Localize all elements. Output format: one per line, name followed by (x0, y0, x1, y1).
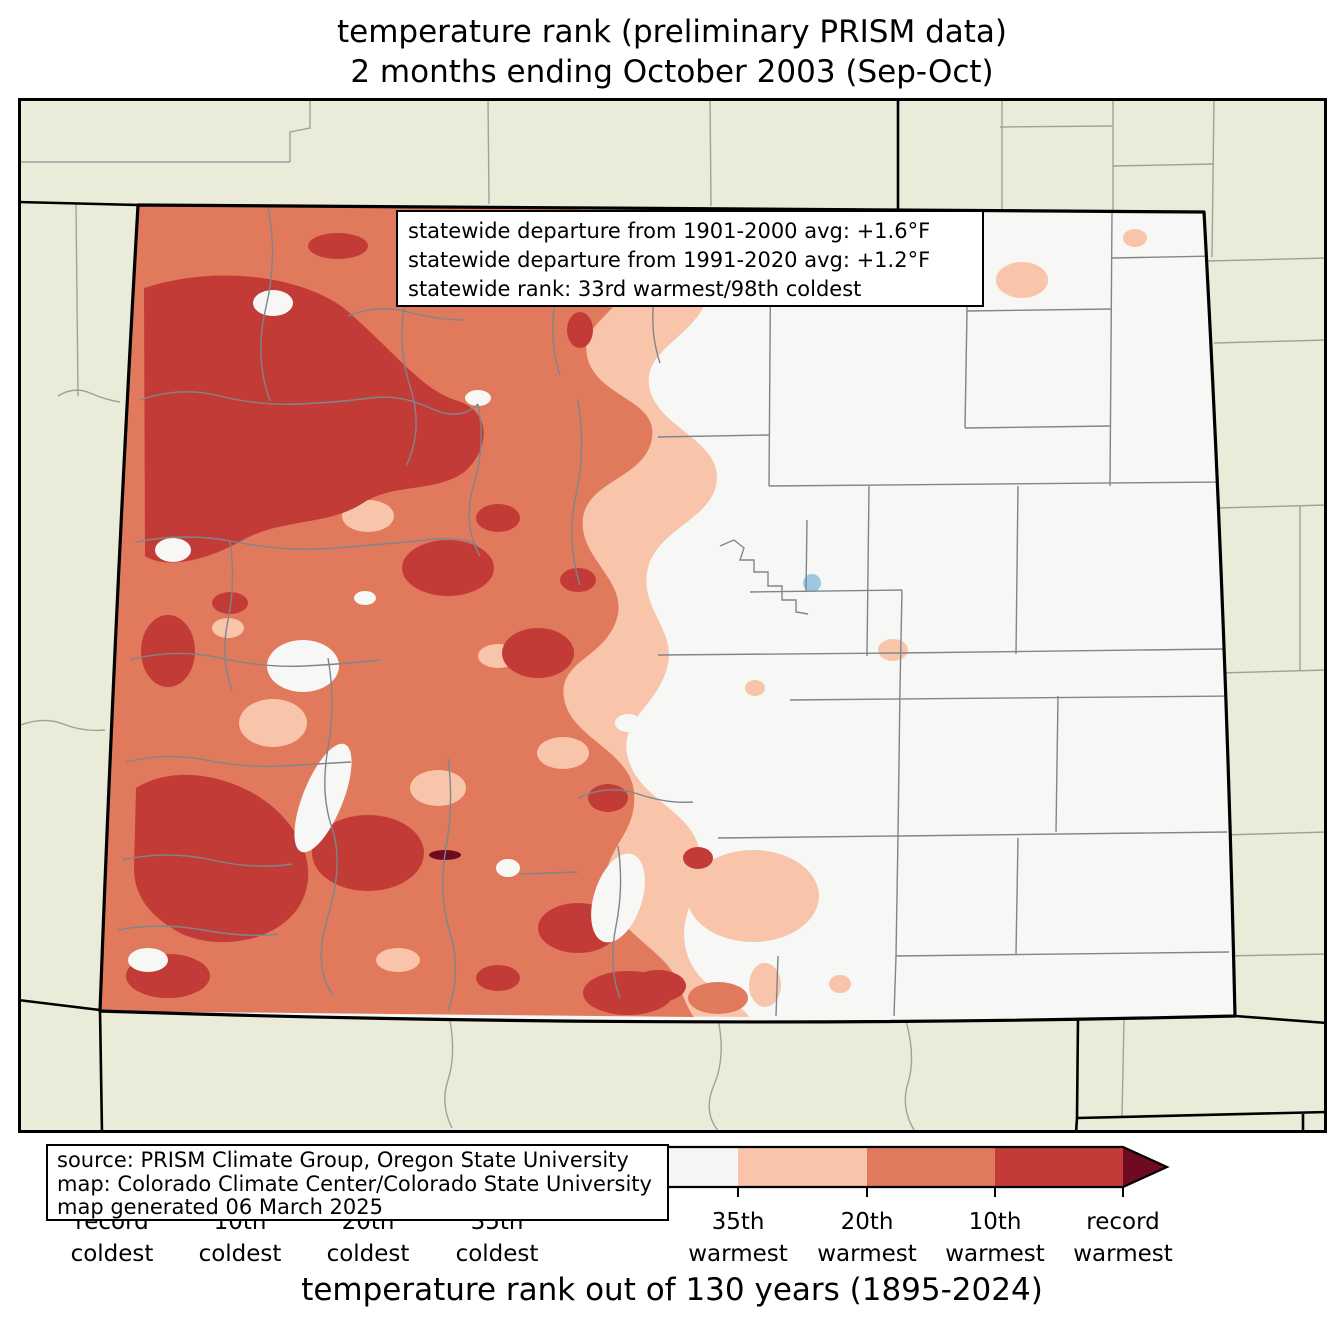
statewide-stats-box: statewide departure from 1901-2000 avg: … (396, 210, 984, 307)
map-frame (18, 98, 1327, 1133)
coolest-spot (803, 574, 821, 592)
title-line-1: temperature rank (preliminary PRISM data… (336, 14, 1007, 50)
temperature-rank-contours (100, 205, 1235, 1022)
outside-county-lines (18, 98, 1327, 1133)
colorado-border (98, 203, 1237, 1024)
generated-date-line: map generated 06 March 2025 (57, 1195, 384, 1219)
title-line-2: 2 months ending October 2003 (Sep-Oct) (350, 54, 994, 90)
colorbar-tick-label: 10th warmest (945, 1209, 1045, 1267)
stats-line-departure-1991-2020: statewide departure from 1991-2020 avg: … (408, 248, 931, 272)
colorbar-tick-label: 35th warmest (688, 1209, 788, 1267)
colorbar-seg-20th-warmest (867, 1147, 995, 1187)
figure-title: temperature rank (preliminary PRISM data… (0, 12, 1344, 92)
colorbar-seg-10th-warmest (995, 1147, 1123, 1187)
stats-line-rank: statewide rank: 33rd warmest/98th coldes… (408, 277, 862, 301)
colorbar-tick-label: 20th warmest (817, 1209, 917, 1267)
colorbar-tick-label: record warmest (1073, 1209, 1173, 1267)
colorbar-arrow-record-warmest (1123, 1147, 1167, 1187)
neighbor-state-borders (18, 98, 1327, 1133)
map-area: statewide departure from 1901-2000 avg: … (18, 98, 1327, 1221)
source-line: source: PRISM Climate Group, Oregon Stat… (57, 1148, 629, 1172)
colorbar-seg-35th-warmest (738, 1147, 867, 1187)
stats-line-departure-1901-2000: statewide departure from 1901-2000 avg: … (408, 219, 931, 243)
state-borders (18, 98, 1327, 1133)
colorbar-axis-label: temperature rank out of 130 years (1895-… (301, 1272, 1043, 1308)
source-attribution-box: source: PRISM Climate Group, Oregon Stat… (46, 1144, 669, 1221)
map-credit-line: map: Colorado Climate Center/Colorado St… (57, 1171, 652, 1196)
